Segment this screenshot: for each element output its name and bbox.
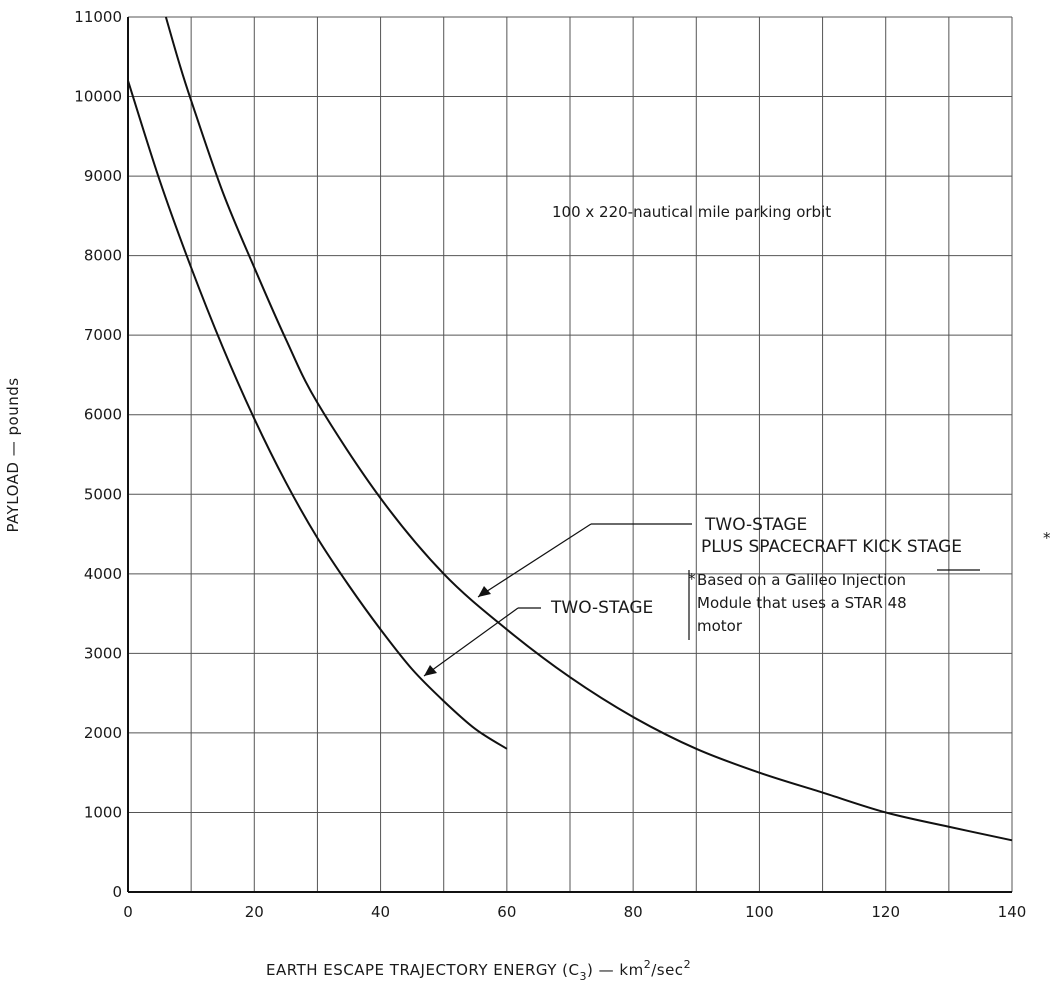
x-tick-label: 40: [371, 903, 390, 921]
series: [127, 16, 1013, 842]
y-axis-title: PAYLOAD — pounds: [4, 377, 22, 532]
footnote-line1: Based on a Galileo Injection: [697, 571, 906, 589]
y-tick-label: 1000: [84, 803, 122, 821]
kick-stage-label-line1: TWO-STAGE: [704, 515, 807, 535]
grid: [127, 16, 1013, 893]
y-tick-label: 9000: [84, 167, 122, 185]
kick-stage-curve: [164, 16, 1013, 842]
x-tick-label: 140: [998, 903, 1027, 921]
x-tick-label: 60: [497, 903, 516, 921]
x-tick-label: 20: [245, 903, 264, 921]
y-tick-label: 6000: [84, 406, 122, 424]
footnote-line3: motor: [697, 617, 743, 635]
y-tick-label: 8000: [84, 247, 122, 265]
y-tick-label: 2000: [84, 724, 122, 742]
orbit-annotation: 100 x 220-nautical mile parking orbit: [552, 203, 831, 221]
y-tick-label: 7000: [84, 326, 122, 344]
y-tick-label: 3000: [84, 644, 122, 662]
kick-stage-asterisk: *: [1043, 529, 1051, 547]
y-tick-label: 5000: [84, 485, 122, 503]
footnote-line2: Module that uses a STAR 48: [697, 594, 907, 612]
footnote-bracket: [688, 569, 980, 640]
y-tick-label: 4000: [84, 565, 122, 583]
kick-stage-leader: [477, 523, 692, 598]
kick-stage-label-line2: PLUS SPACECRAFT KICK STAGE: [701, 537, 962, 557]
y-tick-label: 10000: [74, 88, 122, 106]
two-stage-curve: [127, 80, 508, 750]
y-tick-label: 0: [112, 883, 122, 901]
footnote-asterisk: *: [688, 570, 696, 588]
tick-labels: 0 20 40 60 80 100 120 140 0 1000 2000 3000 4000 5000 6…: [74, 8, 1026, 921]
x-axis-title: EARTH ESCAPE TRAJECTORY ENERGY (C3) — km…: [266, 958, 691, 983]
x-tick-label: 100: [745, 903, 774, 921]
two-stage-label: TWO-STAGE: [550, 598, 653, 618]
x-tick-label: 0: [123, 903, 133, 921]
y-tick-label: 11000: [74, 8, 122, 26]
two-stage-leader: [423, 607, 541, 677]
x-tick-label: 80: [624, 903, 643, 921]
x-tick-label: 120: [871, 903, 900, 921]
